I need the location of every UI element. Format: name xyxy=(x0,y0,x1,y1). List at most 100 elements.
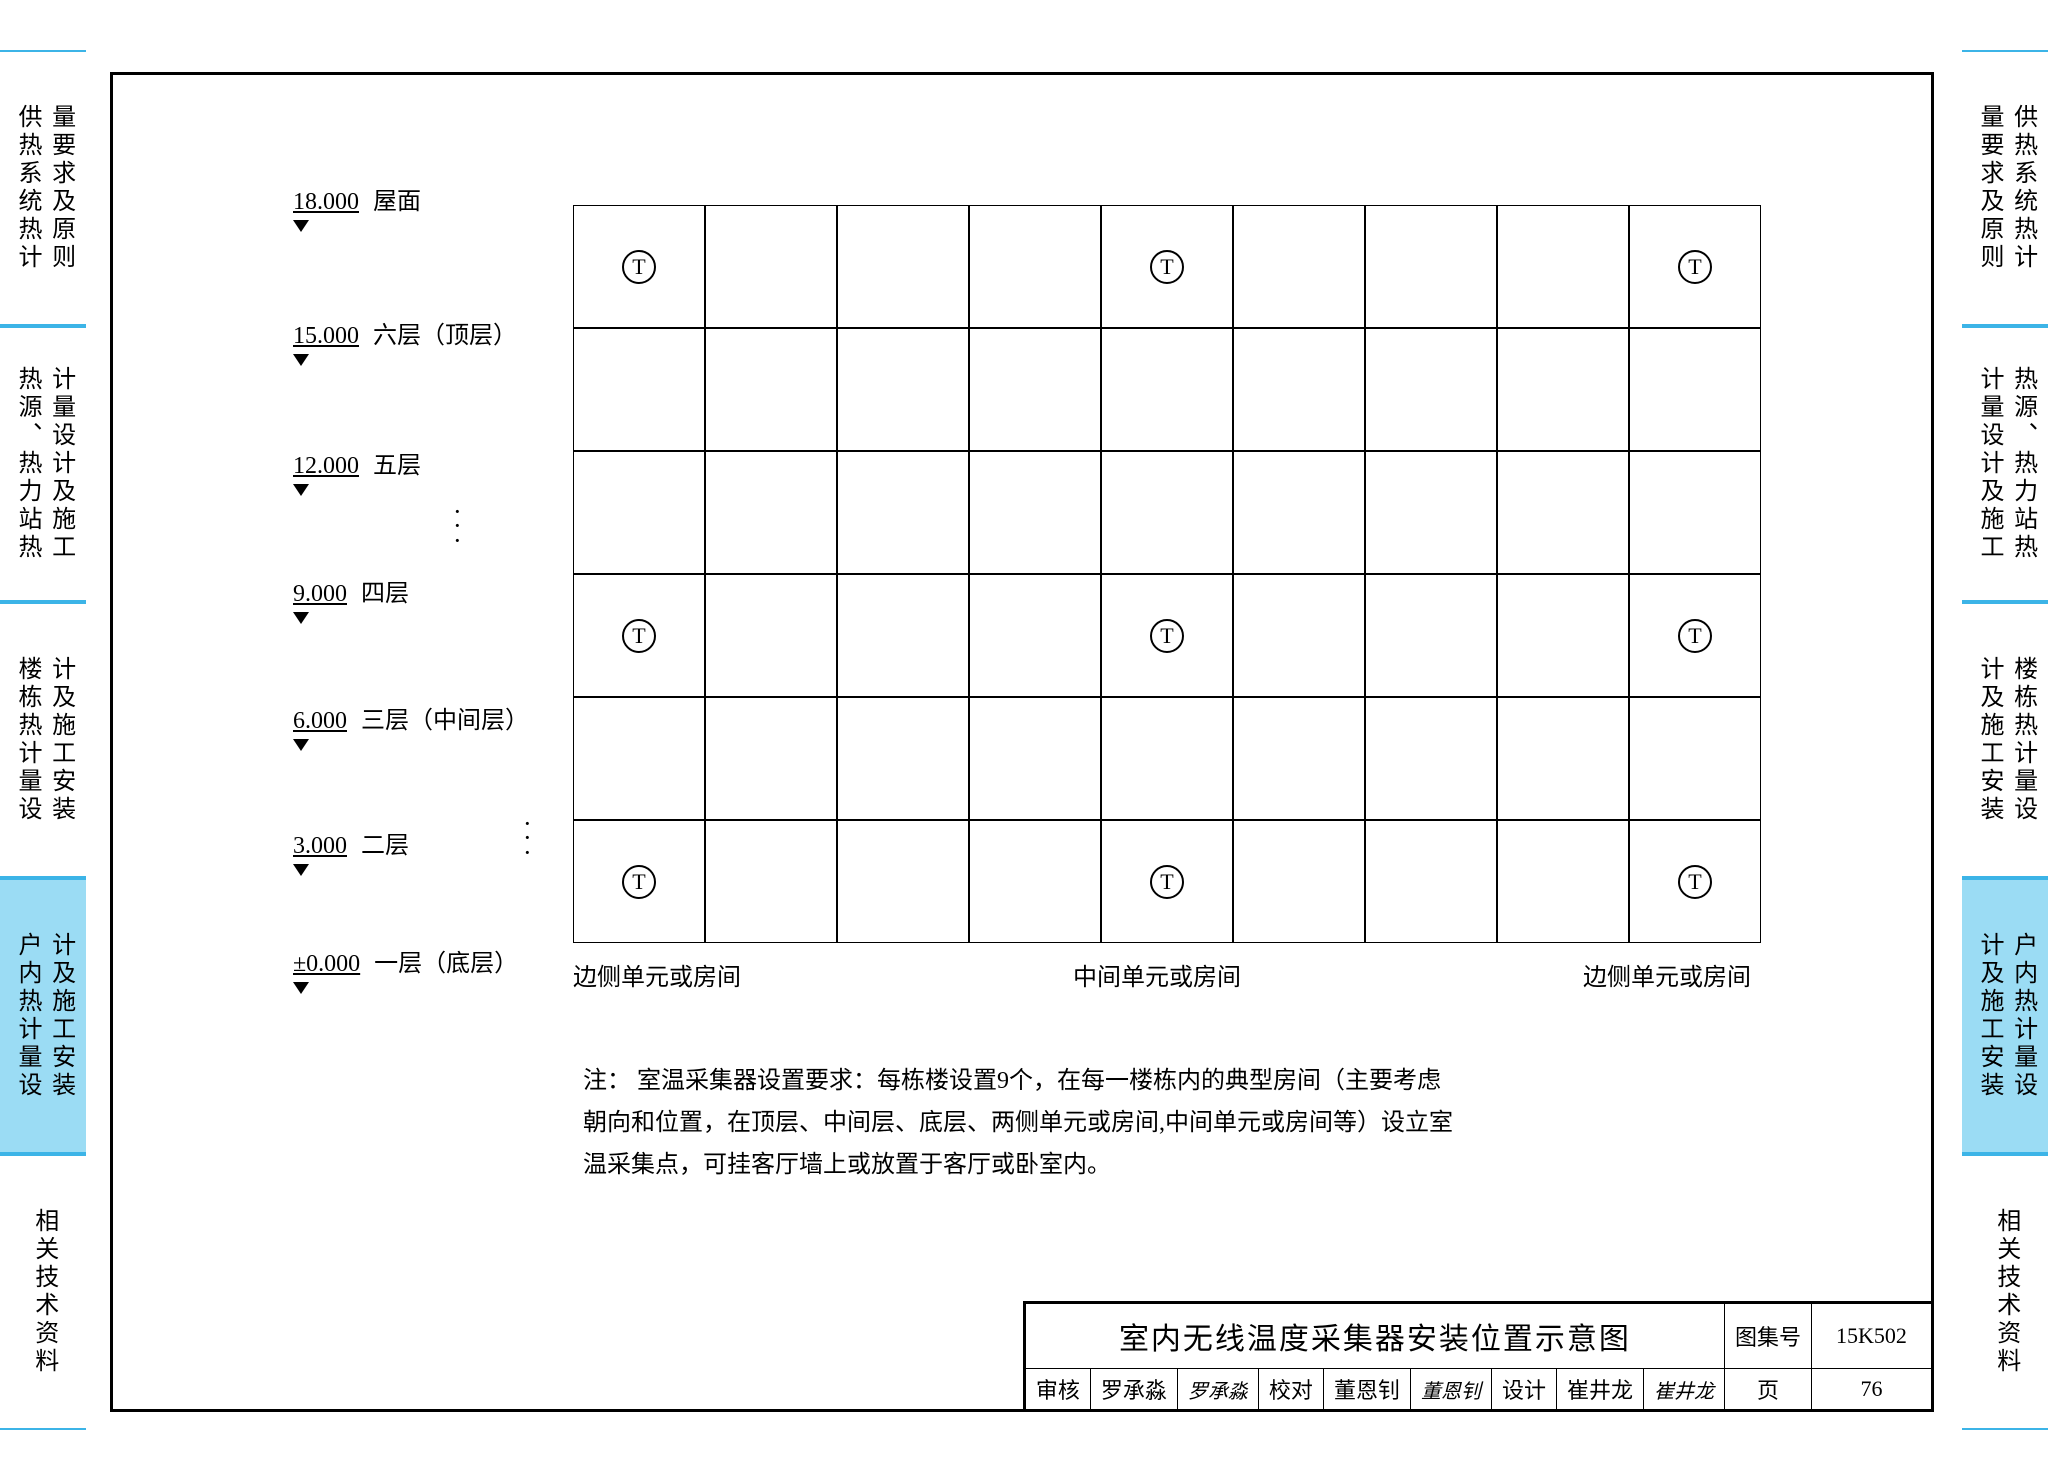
grid-cell xyxy=(1365,574,1497,697)
t-sensor-icon: T xyxy=(622,865,656,899)
grid-cell xyxy=(1233,820,1365,943)
grid-cell xyxy=(1629,328,1761,451)
grid-cell xyxy=(837,451,969,574)
rtab-5[interactable]: 相关技术资料 xyxy=(1962,1154,2048,1430)
diagram-area: T T T T T T T T T 18.000 屋面 15.000六层（顶层） 12.000 五层 9.… xyxy=(233,145,1793,1015)
tab-2-b: 计量设计及施工 xyxy=(46,366,74,562)
r1s: 董恩钊 xyxy=(1410,1369,1491,1410)
grid-cell xyxy=(969,328,1101,451)
r2v: 崔井龙 xyxy=(1556,1369,1643,1410)
tab-3[interactable]: 楼栋热计量设 计及施工安装 xyxy=(0,602,86,878)
r0s: 罗承淼 xyxy=(1177,1369,1258,1410)
grid-cell xyxy=(573,328,705,451)
t-sensor-icon: T xyxy=(622,250,656,284)
t-sensor-icon: T xyxy=(1150,250,1184,284)
grid-cell xyxy=(1365,205,1497,328)
t-sensor-icon: T xyxy=(1150,619,1184,653)
elevation-label: 四层 xyxy=(361,573,409,608)
t-sensor-icon: T xyxy=(1678,865,1712,899)
grid-cell xyxy=(1233,328,1365,451)
grid-cell xyxy=(1497,205,1629,328)
tab-5-a: 相关技术资料 xyxy=(29,1208,57,1376)
elevation-triangle-icon xyxy=(293,484,309,496)
atlas-value: 15K502 xyxy=(1812,1304,1932,1369)
tab-3-a: 楼栋热计量设 xyxy=(12,656,40,824)
rtab-3[interactable]: 楼栋热计量设 计及施工安装 xyxy=(1962,602,2048,878)
elevation-triangle-icon xyxy=(293,354,309,366)
page-label: 页 xyxy=(1724,1369,1811,1410)
elevation-row: ±0.000 一层（底层） xyxy=(293,943,518,978)
grid-cell xyxy=(1233,697,1365,820)
grid-cell xyxy=(969,574,1101,697)
grid-cell xyxy=(1497,574,1629,697)
rtab-4[interactable]: 户内热计量设 计及施工安装 xyxy=(1962,878,2048,1154)
vdots-icon: ··· xyxy=(523,817,532,860)
grid-cell xyxy=(1233,205,1365,328)
tab-2-a: 热源、热力站热 xyxy=(12,366,40,562)
grid-cell xyxy=(1365,697,1497,820)
elevation-label: 一层（底层） xyxy=(374,943,518,978)
elevation-label: 屋面 xyxy=(373,181,421,216)
tab-3-b: 计及施工安装 xyxy=(46,656,74,824)
elevation-value: 6.000 xyxy=(293,708,347,735)
grid-cell xyxy=(705,328,837,451)
grid-cell xyxy=(573,451,705,574)
elevation-value: 18.000 xyxy=(293,189,359,216)
elevation-row: 9.000 四层 xyxy=(293,573,409,608)
drawing-title: 室内无线温度采集器安装位置示意图 xyxy=(1025,1304,1724,1369)
elevation-row: 12.000 五层 xyxy=(293,445,421,480)
grid-cell xyxy=(969,205,1101,328)
elevation-value: 9.000 xyxy=(293,581,347,608)
grid-cell xyxy=(837,328,969,451)
t-sensor-icon: T xyxy=(1150,865,1184,899)
tab-4-a: 户内热计量设 xyxy=(12,932,40,1100)
left-tab-strip: 供热系统热计 量要求及原则 热源、热力站热 计量设计及施工 楼栋热计量设 计及施… xyxy=(0,50,86,1430)
grid-cell xyxy=(705,451,837,574)
tab-1-a: 供热系统热计 xyxy=(12,104,40,272)
tab-5[interactable]: 相关技术资料 xyxy=(0,1154,86,1430)
title-block: 室内无线温度采集器安装位置示意图 图集号 15K502 审核 罗承淼 罗承淼 校… xyxy=(1023,1301,1934,1412)
grid-cell xyxy=(1233,574,1365,697)
elevation-triangle-icon xyxy=(293,220,309,232)
elevation-label: 三层（中间层） xyxy=(361,700,529,735)
tab-1[interactable]: 供热系统热计 量要求及原则 xyxy=(0,50,86,326)
tab-2[interactable]: 热源、热力站热 计量设计及施工 xyxy=(0,326,86,602)
t-sensor-icon: T xyxy=(1678,619,1712,653)
rtab-1[interactable]: 供热系统热计 量要求及原则 xyxy=(1962,50,2048,326)
note-text: 注： 室温采集器设置要求：每栋楼设置9个，在每一楼栋内的典型房间（主要考虑朝向和… xyxy=(583,1060,1463,1186)
grid-cell xyxy=(1629,697,1761,820)
elevation-row: 6.000 三层（中间层） xyxy=(293,700,529,735)
elevation-value: ±0.000 xyxy=(293,951,360,978)
grid-cell xyxy=(969,697,1101,820)
tab-4[interactable]: 户内热计量设 计及施工安装 xyxy=(0,878,86,1154)
elevation-triangle-icon xyxy=(293,864,309,876)
elevation-row: 3.000二层 xyxy=(293,825,409,860)
page-value: 76 xyxy=(1812,1369,1932,1410)
elevation-triangle-icon xyxy=(293,612,309,624)
t-sensor-icon: T xyxy=(622,619,656,653)
elevation-label: 五层 xyxy=(373,445,421,480)
elevation-value: 12.000 xyxy=(293,453,359,480)
t-sensor-icon: T xyxy=(1678,250,1712,284)
grid-cell xyxy=(969,820,1101,943)
col-label-middle: 中间单元或房间 xyxy=(1073,957,1241,992)
r1v: 董恩钊 xyxy=(1323,1369,1410,1410)
rtab-2[interactable]: 热源、热力站热 计量设计及施工 xyxy=(1962,326,2048,602)
grid-cell xyxy=(705,820,837,943)
grid-cell xyxy=(1629,451,1761,574)
grid-cell xyxy=(837,205,969,328)
grid-cell xyxy=(837,574,969,697)
r0k: 审核 xyxy=(1025,1369,1090,1410)
grid-cell xyxy=(837,820,969,943)
grid-cell xyxy=(1365,328,1497,451)
tab-1-b: 量要求及原则 xyxy=(46,104,74,272)
drawing-frame: T T T T T T T T T 18.000 屋面 15.000六层（顶层） 12.000 五层 9.… xyxy=(110,72,1934,1412)
r1k: 校对 xyxy=(1258,1369,1323,1410)
grid-cell xyxy=(705,697,837,820)
elevation-row: 15.000六层（顶层） xyxy=(293,315,517,350)
r2s: 崔井龙 xyxy=(1643,1369,1724,1410)
elevation-triangle-icon xyxy=(293,982,309,994)
elevation-value: 3.000 xyxy=(293,833,347,860)
grid-cell xyxy=(705,205,837,328)
grid-cell xyxy=(1101,451,1233,574)
